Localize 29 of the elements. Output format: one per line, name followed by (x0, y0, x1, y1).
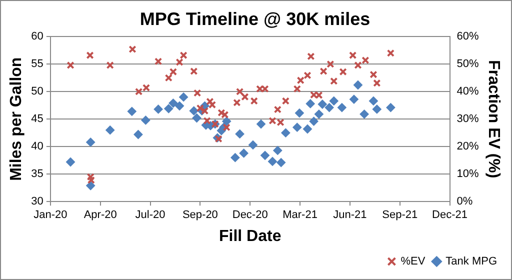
x-tick-label: Sep-21 (382, 209, 418, 222)
y2-tick-label: 40% (456, 86, 480, 98)
x-tick-label: Jan-20 (34, 209, 68, 222)
chart-title: MPG Timeline @ 30K miles (140, 8, 370, 29)
x-tick-label: Dec-21 (432, 209, 468, 222)
y-tick-label: 35 (31, 168, 44, 180)
y2-tick-label: 10% (456, 168, 480, 180)
y2-tick-label: 60% (456, 30, 480, 43)
x-tick-label: Sep-20 (182, 209, 218, 222)
x-tick-label: Jun-21 (333, 209, 367, 222)
legend-label: %EV (400, 256, 426, 268)
y-axis-title: Miles per Gallon (8, 57, 26, 181)
x-tick-label: Mar-21 (282, 209, 318, 222)
y2-tick-label: 30% (456, 113, 480, 126)
y-tick-label: 45 (31, 113, 44, 126)
y2-tick-label: 20% (456, 140, 480, 153)
x-tick-label: Apr-20 (84, 209, 117, 222)
y-tick-label: 40 (31, 140, 44, 153)
y-tick-label: 50 (31, 86, 44, 98)
x-tick-label: Jul-20 (135, 209, 166, 222)
x-tick-label: Dec-20 (232, 209, 268, 222)
y2-axis-title: Fraction EV (%) (484, 60, 502, 178)
y2-tick-label: 50% (456, 58, 480, 70)
y-tick-label: 55 (31, 58, 44, 70)
y2-tick-label: 0% (456, 196, 473, 208)
y-tick-label: 30 (31, 196, 44, 208)
legend-label: Tank MPG (446, 256, 498, 268)
x-axis-title: Fill Date (218, 228, 282, 245)
y-tick-label: 60 (31, 30, 44, 43)
